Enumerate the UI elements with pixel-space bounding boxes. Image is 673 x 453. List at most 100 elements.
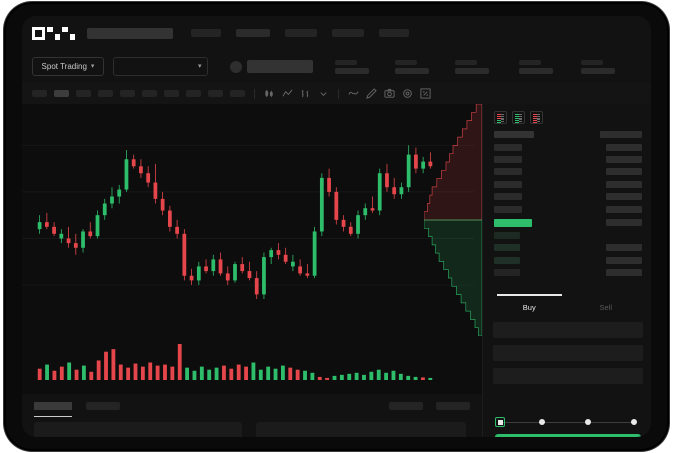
slider-step-50[interactable] (585, 419, 591, 425)
orderbook-header-price (494, 131, 534, 138)
market-stat-2 (395, 59, 429, 74)
market-depth-overlay (424, 104, 482, 336)
chart-toolbar (22, 83, 651, 104)
orderbook-bid-amount (606, 244, 642, 251)
orders-actions (389, 402, 470, 410)
line-chart-icon[interactable] (282, 88, 293, 99)
orderbook-ask-amount (606, 144, 642, 151)
nav-item-earn[interactable] (285, 29, 317, 37)
timeframe-button-6[interactable] (142, 90, 157, 97)
indicator-wave-icon[interactable] (348, 88, 359, 99)
tab-buy[interactable]: Buy (491, 294, 568, 318)
orderbook-mid-amount (606, 219, 642, 226)
timeframe-button-8[interactable] (186, 90, 201, 97)
slider-step-25[interactable] (539, 419, 545, 425)
order-percent-slider[interactable] (495, 417, 641, 428)
spot-trading-label: Spot Trading (41, 62, 87, 71)
orderbook-ask-row[interactable] (494, 144, 522, 151)
timeframe-button-10[interactable] (230, 90, 245, 97)
order-form-tabs: Buy Sell (491, 294, 644, 318)
pair-avatar (230, 60, 243, 73)
stat-label (581, 59, 603, 65)
order-total-input[interactable] (493, 368, 643, 384)
nav-item-more[interactable] (379, 29, 409, 37)
orderbook-view-buy-icon[interactable] (512, 111, 525, 124)
orderbook-view-sell-icon[interactable] (530, 111, 543, 124)
slider-step-75[interactable] (631, 419, 637, 425)
stat-label (335, 59, 357, 65)
orderbook-ask-amount (606, 206, 642, 213)
order-book[interactable] (483, 131, 651, 286)
timeframe-button-9[interactable] (208, 90, 223, 97)
timeframe-button-3[interactable] (76, 90, 91, 97)
orderbook-bid-amount (606, 269, 642, 276)
fullscreen-icon[interactable] (420, 88, 431, 99)
spot-trading-selector[interactable]: Spot Trading ▾ (32, 57, 104, 76)
tab-sell[interactable]: Sell (599, 302, 612, 312)
order-form (493, 322, 643, 391)
market-stat-5 (581, 59, 615, 74)
trading-pair-selector[interactable]: ▾ (113, 57, 209, 76)
stat-label (395, 59, 417, 65)
chevron-down-icon: ▾ (90, 63, 95, 70)
orders-tab-list (34, 402, 120, 417)
chevron-down-icon[interactable] (318, 88, 329, 99)
tab-open-orders[interactable] (34, 402, 72, 417)
orderbook-ask-row[interactable] (494, 206, 522, 213)
candlestick-chart-icon[interactable] (264, 88, 275, 99)
orderbook-bid-row[interactable] (494, 244, 520, 251)
order-amount-input[interactable] (493, 345, 643, 361)
search-input[interactable] (87, 27, 173, 39)
market-stat-1 (335, 59, 369, 74)
timeframe-button-4[interactable] (98, 90, 113, 97)
orders-panel (22, 394, 482, 437)
orders-card-left (34, 422, 242, 437)
volume-series (37, 344, 433, 380)
toolbar-divider (338, 88, 339, 99)
nav-item-web3[interactable] (332, 29, 364, 37)
orderbook-view-toggles (483, 104, 651, 124)
orderbook-ask-row[interactable] (494, 181, 522, 188)
timeframe-button-5[interactable] (120, 90, 135, 97)
orderbook-bid-row[interactable] (494, 232, 520, 239)
orderbook-ask-row[interactable] (494, 156, 522, 163)
timeframe-button-1[interactable] (32, 90, 47, 97)
orders-action-2[interactable] (436, 402, 470, 410)
okx-logo-icon[interactable] (32, 26, 75, 40)
drawing-tool-icon[interactable] (366, 88, 377, 99)
device-frame: Spot Trading ▾ ▾ (6, 4, 667, 449)
market-stat-4 (519, 59, 553, 74)
orderbook-bid-row[interactable] (494, 269, 520, 276)
slider-handle[interactable] (495, 417, 505, 427)
camera-icon[interactable] (384, 88, 395, 99)
bar-chart-icon[interactable] (300, 88, 311, 99)
orderbook-ask-amount (606, 168, 642, 175)
orderbook-ask-amount (606, 193, 642, 200)
orderbook-ask-amount (606, 156, 642, 163)
tab-order-history[interactable] (86, 402, 120, 410)
stat-value (395, 67, 429, 74)
orderbook-bid-amount (606, 257, 642, 264)
stat-value (581, 67, 615, 74)
candlestick-series (22, 144, 474, 300)
market-stat-3 (455, 59, 489, 74)
orderbook-ask-row[interactable] (494, 168, 522, 175)
timeframe-button-7[interactable] (164, 90, 179, 97)
nav-item-markets[interactable] (191, 29, 221, 37)
price-chart[interactable] (22, 104, 482, 394)
place-buy-order-button[interactable] (495, 434, 641, 437)
orderbook-view-both-icon[interactable] (494, 111, 507, 124)
orderbook-ask-amount (606, 181, 642, 188)
slider-track (499, 422, 637, 423)
toolbar-divider (254, 88, 255, 99)
nav-item-trade[interactable] (236, 29, 270, 37)
orderbook-bid-row[interactable] (494, 257, 520, 264)
stat-value (519, 67, 553, 74)
last-price-value (247, 60, 313, 73)
orders-action-1[interactable] (389, 402, 423, 410)
orderbook-last-price-row[interactable] (494, 219, 532, 227)
settings-gear-icon[interactable] (402, 88, 413, 99)
order-price-input[interactable] (493, 322, 643, 338)
timeframe-button-2[interactable] (54, 90, 69, 97)
orderbook-ask-row[interactable] (494, 193, 522, 200)
